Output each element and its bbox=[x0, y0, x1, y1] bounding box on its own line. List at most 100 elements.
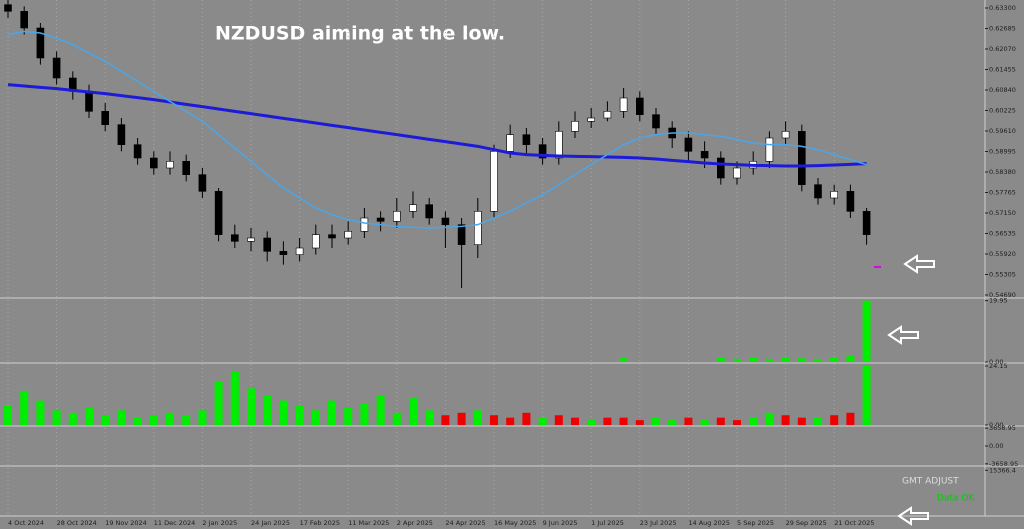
candle-body bbox=[214, 191, 223, 235]
bar bbox=[814, 358, 822, 362]
panel-frames bbox=[0, 0, 1024, 517]
x-tick-label: 4 Oct 2024 bbox=[8, 519, 44, 527]
candle-body bbox=[392, 211, 401, 222]
bar bbox=[52, 410, 61, 425]
bar bbox=[716, 417, 725, 425]
candle-body bbox=[117, 124, 126, 145]
bar bbox=[392, 412, 401, 425]
bar bbox=[797, 358, 806, 362]
candle-body bbox=[409, 204, 417, 212]
bar bbox=[797, 417, 806, 425]
x-tick-label: 28 Oct 2024 bbox=[57, 519, 97, 527]
x-tick-label: 29 Sep 2025 bbox=[786, 519, 827, 527]
bar bbox=[538, 417, 547, 425]
y-tick-label: 0.62685 bbox=[989, 25, 1016, 33]
bar bbox=[311, 410, 320, 425]
y-tick-label: 0.00 bbox=[989, 358, 1003, 366]
bar bbox=[4, 405, 12, 425]
bar bbox=[749, 417, 758, 425]
bar bbox=[554, 415, 563, 425]
candle-body bbox=[862, 211, 871, 235]
x-tick-label: 9 Jun 2025 bbox=[543, 519, 578, 527]
candle-body bbox=[376, 217, 385, 222]
moving-average bbox=[7, 30, 867, 229]
y-tick-label: 0.55920 bbox=[989, 250, 1016, 258]
y-tick-label: 0.57765 bbox=[989, 189, 1016, 197]
candle-body bbox=[700, 151, 709, 159]
candle-body bbox=[344, 231, 353, 239]
y-tick-label: 0.55305 bbox=[989, 271, 1016, 279]
bar bbox=[263, 395, 272, 425]
x-tick-label: 2 Apr 2025 bbox=[397, 519, 433, 527]
candle-body bbox=[441, 217, 450, 225]
bar bbox=[765, 412, 774, 425]
candle-body bbox=[733, 167, 741, 179]
bar bbox=[619, 358, 628, 362]
candle-body bbox=[150, 157, 158, 169]
bar bbox=[781, 415, 790, 425]
candle-body bbox=[635, 97, 644, 115]
x-tick-label: 17 Feb 2025 bbox=[300, 519, 340, 527]
y-tick-label: 0.54690 bbox=[989, 291, 1016, 299]
candle-body bbox=[506, 134, 515, 152]
candle-body bbox=[101, 111, 109, 125]
bar bbox=[149, 415, 158, 425]
bar bbox=[328, 400, 336, 425]
y-tick-label: 19.95 bbox=[989, 297, 1008, 305]
x-tick-label: 14 Aug 2025 bbox=[688, 519, 730, 527]
candle-body bbox=[554, 131, 563, 159]
candle-body bbox=[684, 137, 693, 152]
candle-body bbox=[4, 4, 12, 12]
bar bbox=[441, 415, 450, 425]
x-tick-label: 24 Apr 2025 bbox=[445, 519, 485, 527]
y-tick-label: 0.62070 bbox=[989, 45, 1016, 53]
candle-body bbox=[716, 157, 725, 179]
marker bbox=[874, 266, 881, 268]
bar bbox=[166, 412, 174, 425]
bar bbox=[473, 410, 482, 425]
bar bbox=[490, 415, 498, 425]
bar bbox=[279, 400, 288, 425]
x-tick-label: 24 Jan 2025 bbox=[251, 519, 290, 527]
y-tick-label: 0.00 bbox=[989, 442, 1003, 450]
y-tick-label: 0.60840 bbox=[989, 86, 1016, 94]
bar bbox=[409, 398, 417, 425]
candle-body bbox=[490, 151, 498, 212]
candle-body bbox=[182, 161, 190, 175]
bar bbox=[846, 355, 855, 362]
x-tick-label: 2 Jan 2025 bbox=[202, 519, 237, 527]
y-tick-label: 0.57150 bbox=[989, 209, 1016, 217]
bar bbox=[862, 300, 871, 362]
bar bbox=[85, 407, 93, 425]
annotation: GMT ADJUST bbox=[902, 477, 959, 487]
bar bbox=[830, 357, 839, 362]
bar bbox=[214, 381, 223, 425]
x-tick-label: 11 Mar 2025 bbox=[348, 519, 389, 527]
bar bbox=[846, 412, 855, 425]
bar bbox=[619, 417, 628, 425]
candle-body bbox=[328, 234, 336, 239]
bar bbox=[749, 358, 758, 362]
y-tick-label: 0.56535 bbox=[989, 230, 1016, 238]
x-tick-label: 1 Jul 2025 bbox=[591, 519, 624, 527]
bar bbox=[765, 359, 774, 362]
bar bbox=[830, 415, 839, 425]
candle-body bbox=[311, 234, 320, 249]
y-tick-label: 3658.95 bbox=[989, 424, 1016, 432]
x-tick-label: 16 May 2025 bbox=[494, 519, 536, 527]
candle-body bbox=[830, 191, 839, 199]
candle-body bbox=[360, 217, 369, 232]
bar bbox=[700, 420, 709, 425]
bar bbox=[68, 412, 77, 425]
bar bbox=[684, 417, 693, 425]
y-tick-label: 15366.4 bbox=[989, 466, 1016, 474]
candle-body bbox=[231, 234, 239, 242]
y-tick-label: 24.15 bbox=[989, 362, 1008, 370]
candle-body bbox=[263, 237, 272, 252]
y-tick-label: 0.63300 bbox=[989, 4, 1016, 12]
candle-body bbox=[247, 237, 255, 242]
bar bbox=[36, 400, 45, 425]
y-tick-label: 0.59610 bbox=[989, 127, 1016, 135]
